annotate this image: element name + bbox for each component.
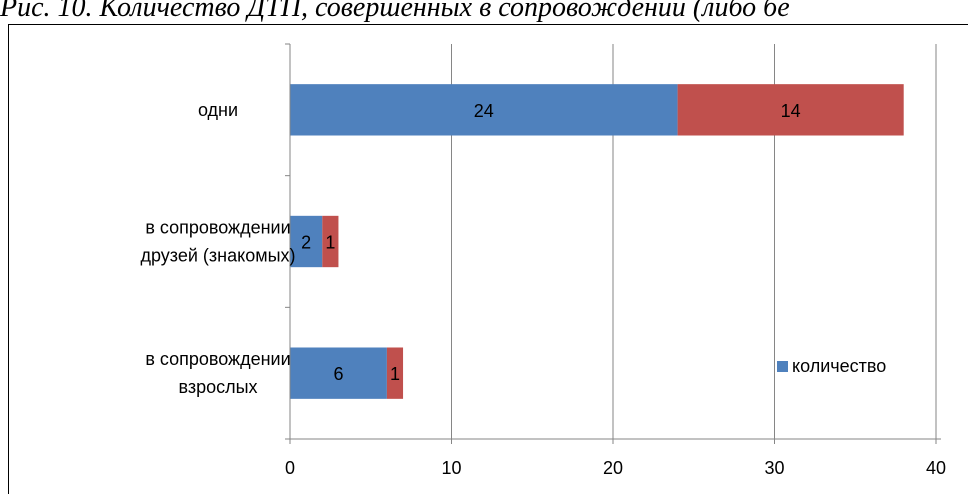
bar-segment xyxy=(386,347,404,399)
data-label: 2 xyxy=(301,233,311,253)
bar-segment xyxy=(677,84,904,136)
category-label: в сопровождении xyxy=(145,218,290,238)
x-tick-label: 10 xyxy=(441,458,461,478)
legend: количество xyxy=(777,356,886,376)
axes: 0 10 20 30 40 xyxy=(285,43,946,478)
category-label: взрослых xyxy=(178,377,257,397)
category-label: одни xyxy=(198,100,238,120)
data-label: 1 xyxy=(390,364,400,384)
legend-label: количество xyxy=(792,356,886,376)
legend-swatch xyxy=(777,361,788,372)
bar-segment xyxy=(290,215,323,268)
figure-caption: Рис. 10. Количество ДТП, совершенных в с… xyxy=(0,0,790,23)
x-tick-label: 30 xyxy=(764,458,784,478)
bar-segment xyxy=(290,84,678,136)
data-label: 24 xyxy=(474,101,494,121)
data-label: 6 xyxy=(333,364,343,384)
data-label: 14 xyxy=(781,101,801,121)
x-tick-label: 20 xyxy=(603,458,623,478)
x-tick-label: 0 xyxy=(285,458,295,478)
category-label: в сопровождении xyxy=(145,349,290,369)
bars xyxy=(290,84,904,399)
data-label: 1 xyxy=(325,233,335,253)
x-tick-label: 40 xyxy=(926,458,946,478)
bar-segment xyxy=(322,215,339,268)
category-label: друзей (знакомых) xyxy=(140,246,295,266)
chart-border xyxy=(8,24,975,501)
bar-segment xyxy=(290,347,387,399)
